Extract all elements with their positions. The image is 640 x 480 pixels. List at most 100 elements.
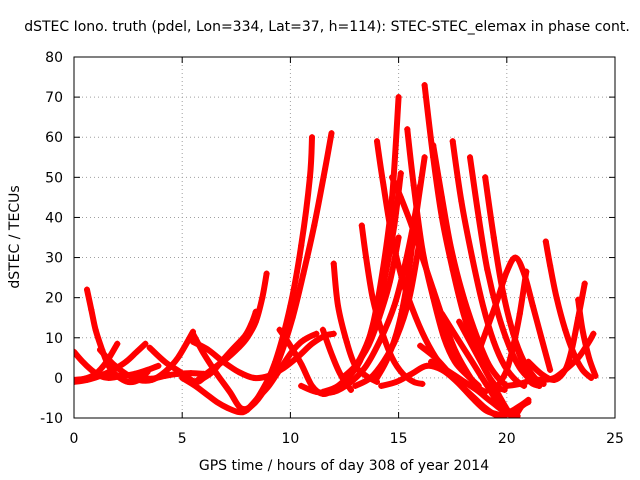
data-point (536, 382, 543, 389)
data-point (579, 366, 586, 373)
data-point (313, 330, 320, 337)
data-point (213, 370, 220, 377)
data-point (298, 360, 305, 367)
data-point (447, 242, 454, 249)
data-point (525, 399, 532, 405)
data-point (423, 362, 430, 369)
data-point (469, 254, 476, 261)
data-point (343, 338, 350, 345)
x-tick-label: 0 (70, 431, 79, 447)
data-point (521, 362, 528, 369)
y-tick-label: 10 (45, 331, 63, 347)
data-point (224, 405, 231, 411)
data-point (363, 362, 370, 369)
data-point (395, 234, 402, 241)
y-tick-label: 80 (45, 50, 63, 66)
y-tick-label: 0 (54, 371, 63, 387)
data-point (298, 382, 305, 389)
data-point (369, 294, 376, 301)
data-point (374, 374, 380, 381)
x-axis-title: GPS time / hours of day 308 of year 2014 (199, 458, 489, 474)
data-point (311, 222, 318, 229)
data-point (389, 194, 396, 201)
data-point (410, 182, 417, 189)
data-point (384, 354, 391, 361)
data-point (482, 405, 489, 411)
data-point (110, 360, 116, 367)
data-point (328, 350, 335, 357)
data-point (200, 350, 207, 357)
data-point (335, 382, 341, 389)
data-point (421, 154, 428, 161)
data-point (250, 374, 257, 381)
data-point (148, 375, 155, 382)
data-point (592, 372, 599, 379)
data-point (469, 342, 476, 349)
data-point (525, 358, 532, 365)
data-point (547, 366, 554, 373)
data-point (419, 380, 426, 387)
data-point (309, 340, 315, 347)
data-point (441, 334, 447, 341)
data-point (454, 334, 460, 341)
data-point (590, 330, 597, 337)
y-tick-label: 40 (45, 210, 63, 226)
data-point (449, 138, 456, 145)
x-tick-label: 5 (178, 431, 187, 447)
data-point (304, 334, 311, 341)
data-point (348, 386, 354, 393)
data-point (244, 334, 251, 341)
data-point (562, 326, 569, 333)
data-point (300, 270, 307, 277)
data-point (382, 270, 389, 277)
data-point (367, 374, 374, 381)
data-point (224, 354, 231, 361)
data-point (276, 354, 283, 361)
data-point (322, 166, 328, 173)
data-point (177, 368, 183, 375)
data-point (397, 194, 404, 201)
y-tick-label: 20 (45, 291, 63, 307)
data-point (579, 326, 586, 333)
data-point (395, 322, 402, 329)
data-point (330, 260, 337, 267)
data-point (523, 268, 530, 275)
data-point (482, 366, 489, 373)
data-point (97, 346, 103, 353)
data-point (458, 376, 465, 383)
data-point (190, 330, 196, 337)
data-point (287, 342, 294, 349)
data-point (125, 378, 132, 385)
y-axis-title: dSTEC / TECUs (7, 185, 23, 288)
data-point (339, 374, 346, 381)
data-point (562, 366, 569, 373)
data-point (259, 294, 266, 301)
data-point (456, 318, 463, 325)
data-point (280, 364, 287, 371)
data-point (586, 354, 592, 361)
data-point (451, 358, 458, 365)
data-series (74, 82, 599, 418)
data-point (588, 374, 595, 381)
data-point (348, 378, 354, 385)
data-point (458, 286, 465, 293)
data-point (490, 338, 497, 345)
data-point (404, 278, 411, 285)
data-point (131, 370, 138, 377)
data-point (516, 380, 523, 387)
data-point (352, 382, 359, 389)
data-point (430, 286, 437, 293)
data-point (79, 358, 86, 365)
data-point (135, 374, 142, 381)
series-arc33 (456, 318, 521, 418)
data-point (374, 138, 380, 145)
data-point (529, 302, 536, 309)
data-point (378, 326, 385, 333)
data-point (458, 198, 465, 205)
data-point (469, 358, 476, 365)
data-point (575, 296, 582, 303)
data-point (328, 130, 335, 137)
series-arc41 (339, 234, 402, 381)
series-arc25 (430, 142, 510, 389)
